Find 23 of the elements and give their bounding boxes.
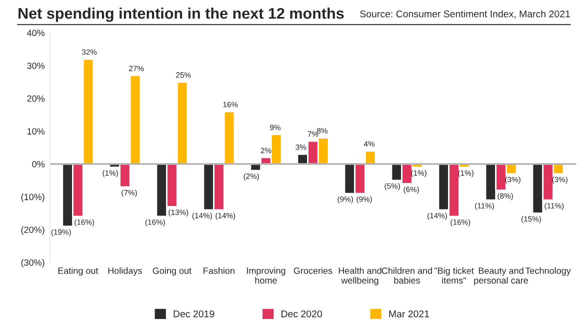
y-tick-label: 10%	[27, 128, 45, 135]
y-tick-label: (30%)	[21, 259, 44, 268]
legend-label: Dec 2019	[174, 310, 214, 318]
x-tick-label: Children and babies	[382, 267, 432, 284]
x-tick-label: Eating out	[58, 267, 98, 276]
legend-label: Mar 2021	[389, 310, 430, 318]
y-tick-label: 0%	[32, 160, 45, 168]
x-tick-label: Technology	[525, 267, 571, 276]
y-tick-label: 30%	[27, 62, 45, 69]
x-tick-label: Going out	[152, 267, 192, 276]
x-tick-label: Fashion	[204, 267, 234, 274]
legend-label: Dec 2020	[282, 310, 322, 318]
x-tick-label: Improving home	[246, 267, 286, 284]
x-tick-label: Health and wellbeing	[338, 267, 382, 286]
y-tick-label: (20%)	[21, 226, 44, 235]
x-tick-label: Groceries	[294, 267, 332, 274]
y-tick-label: (10%)	[21, 194, 44, 202]
x-tick-label: Holidays	[108, 267, 142, 276]
x-tick-label: "Big ticket items"	[434, 267, 474, 284]
y-tick-label: 20%	[27, 95, 45, 102]
y-tick-label: 40%	[27, 30, 45, 36]
source-note: Source: Consumer Sentiment Index, March 2021	[360, 10, 570, 19]
chart-title: Net spending intention in the next 12 months	[18, 8, 344, 22]
